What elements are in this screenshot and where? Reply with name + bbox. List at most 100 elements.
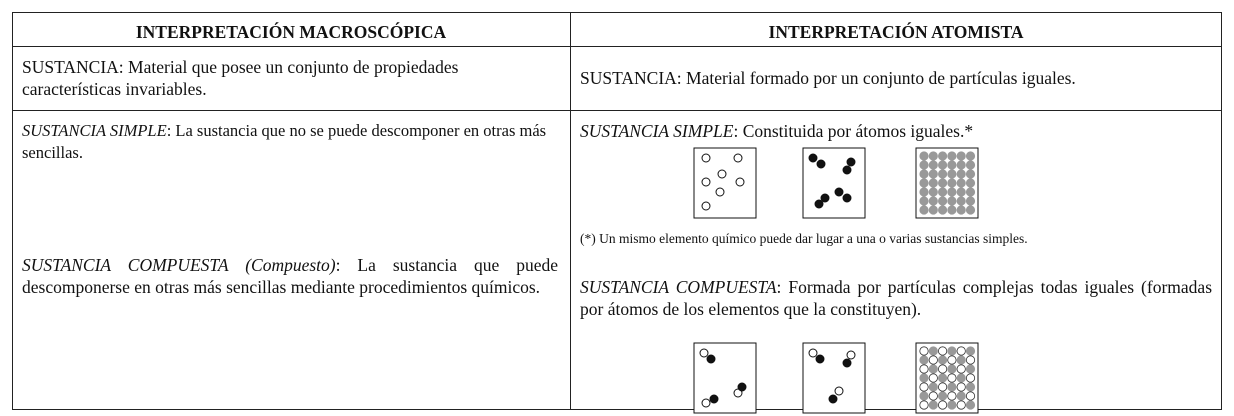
particle bbox=[965, 373, 976, 383]
particle bbox=[928, 382, 938, 392]
particle bbox=[947, 196, 957, 206]
particle bbox=[937, 355, 948, 365]
particle bbox=[965, 382, 976, 392]
particle bbox=[919, 178, 929, 188]
particle bbox=[928, 391, 938, 401]
definition: : La sustancia que puede descomponerse e… bbox=[22, 255, 558, 297]
particle bbox=[928, 355, 938, 365]
particle bbox=[947, 151, 957, 161]
particle bbox=[956, 382, 966, 392]
particle bbox=[699, 348, 709, 358]
particle bbox=[947, 382, 957, 392]
particle bbox=[965, 187, 976, 197]
particle bbox=[928, 373, 938, 383]
particle bbox=[947, 373, 957, 383]
table bbox=[12, 12, 1222, 410]
column-divider bbox=[570, 12, 571, 410]
particle bbox=[919, 151, 929, 161]
cell-text: SUSTANCIA SIMPLE: Constituida por átomos… bbox=[580, 120, 1210, 142]
particle bbox=[956, 205, 966, 215]
particle bbox=[937, 400, 948, 410]
particle bbox=[937, 187, 948, 197]
particle bbox=[919, 196, 929, 206]
particle bbox=[937, 196, 948, 206]
particle bbox=[965, 355, 976, 365]
particle bbox=[919, 400, 929, 410]
particle bbox=[956, 364, 966, 374]
particle bbox=[937, 346, 948, 356]
column-header: INTERPRETACIÓN MACROSCÓPICA bbox=[135, 22, 447, 42]
particle bbox=[956, 160, 966, 170]
particle bbox=[947, 364, 957, 374]
particle bbox=[965, 391, 976, 401]
particle bbox=[947, 355, 957, 365]
particle bbox=[956, 373, 966, 383]
cell-text: SUSTANCIA: Material que posee un conjunt… bbox=[22, 57, 459, 99]
particle bbox=[928, 205, 938, 215]
particle bbox=[709, 394, 719, 404]
particle bbox=[937, 178, 948, 188]
particle bbox=[947, 187, 957, 197]
particle bbox=[956, 346, 966, 356]
particle bbox=[956, 151, 966, 161]
footnote: (*) Un mismo elemento químico puede dar … bbox=[580, 231, 1028, 246]
particle bbox=[846, 157, 856, 167]
particle-diagrams bbox=[693, 147, 979, 414]
particle bbox=[965, 196, 976, 206]
particle bbox=[842, 165, 852, 175]
particle bbox=[919, 187, 929, 197]
particle bbox=[956, 196, 966, 206]
particle bbox=[956, 355, 966, 365]
particle bbox=[928, 364, 938, 374]
particle bbox=[842, 193, 852, 203]
particle bbox=[919, 160, 929, 170]
term: SUSTANCIA COMPUESTA bbox=[580, 277, 777, 297]
particle bbox=[814, 199, 824, 209]
particle bbox=[956, 391, 966, 401]
particle bbox=[737, 382, 747, 392]
particle bbox=[947, 169, 957, 179]
particle bbox=[947, 391, 957, 401]
particle bbox=[937, 382, 948, 392]
particle bbox=[919, 346, 929, 356]
particle bbox=[928, 160, 938, 170]
particle bbox=[715, 187, 725, 197]
particle bbox=[820, 193, 830, 203]
cell-text: SUSTANCIA COMPUESTA: Formada por partícu… bbox=[580, 276, 1212, 320]
particle bbox=[956, 178, 966, 188]
particle bbox=[928, 196, 938, 206]
particle bbox=[919, 205, 929, 215]
particle bbox=[808, 348, 818, 358]
particle bbox=[701, 177, 711, 187]
particle bbox=[965, 160, 976, 170]
particle bbox=[928, 178, 938, 188]
column-header: INTERPRETACIÓN ATOMISTA bbox=[768, 22, 1024, 42]
particle bbox=[947, 205, 957, 215]
particle bbox=[928, 346, 938, 356]
particle bbox=[937, 373, 948, 383]
cell-text: SUSTANCIA SIMPLE: La sustancia que no se… bbox=[22, 120, 562, 164]
cell-text: SUSTANCIA COMPUESTA (Compuesto): La sust… bbox=[22, 254, 558, 298]
row-divider bbox=[12, 110, 1222, 111]
cell-text: SUSTANCIA: Material formado por un conju… bbox=[580, 68, 1076, 88]
particle bbox=[834, 386, 844, 396]
particle bbox=[834, 187, 844, 197]
particle bbox=[928, 151, 938, 161]
particle bbox=[701, 201, 711, 211]
particle bbox=[947, 178, 957, 188]
definition: : Formada por partículas complejas todas… bbox=[580, 277, 1212, 319]
particle bbox=[842, 358, 852, 368]
particle bbox=[919, 382, 929, 392]
particle bbox=[701, 153, 711, 163]
particle bbox=[919, 391, 929, 401]
particle bbox=[956, 169, 966, 179]
particle bbox=[937, 160, 948, 170]
term: SUSTANCIA SIMPLE bbox=[22, 121, 167, 140]
particle bbox=[965, 169, 976, 179]
particle bbox=[928, 187, 938, 197]
particle bbox=[937, 205, 948, 215]
definition: : Constituida por átomos iguales.* bbox=[733, 121, 974, 141]
particle bbox=[965, 346, 976, 356]
particle bbox=[816, 159, 826, 169]
